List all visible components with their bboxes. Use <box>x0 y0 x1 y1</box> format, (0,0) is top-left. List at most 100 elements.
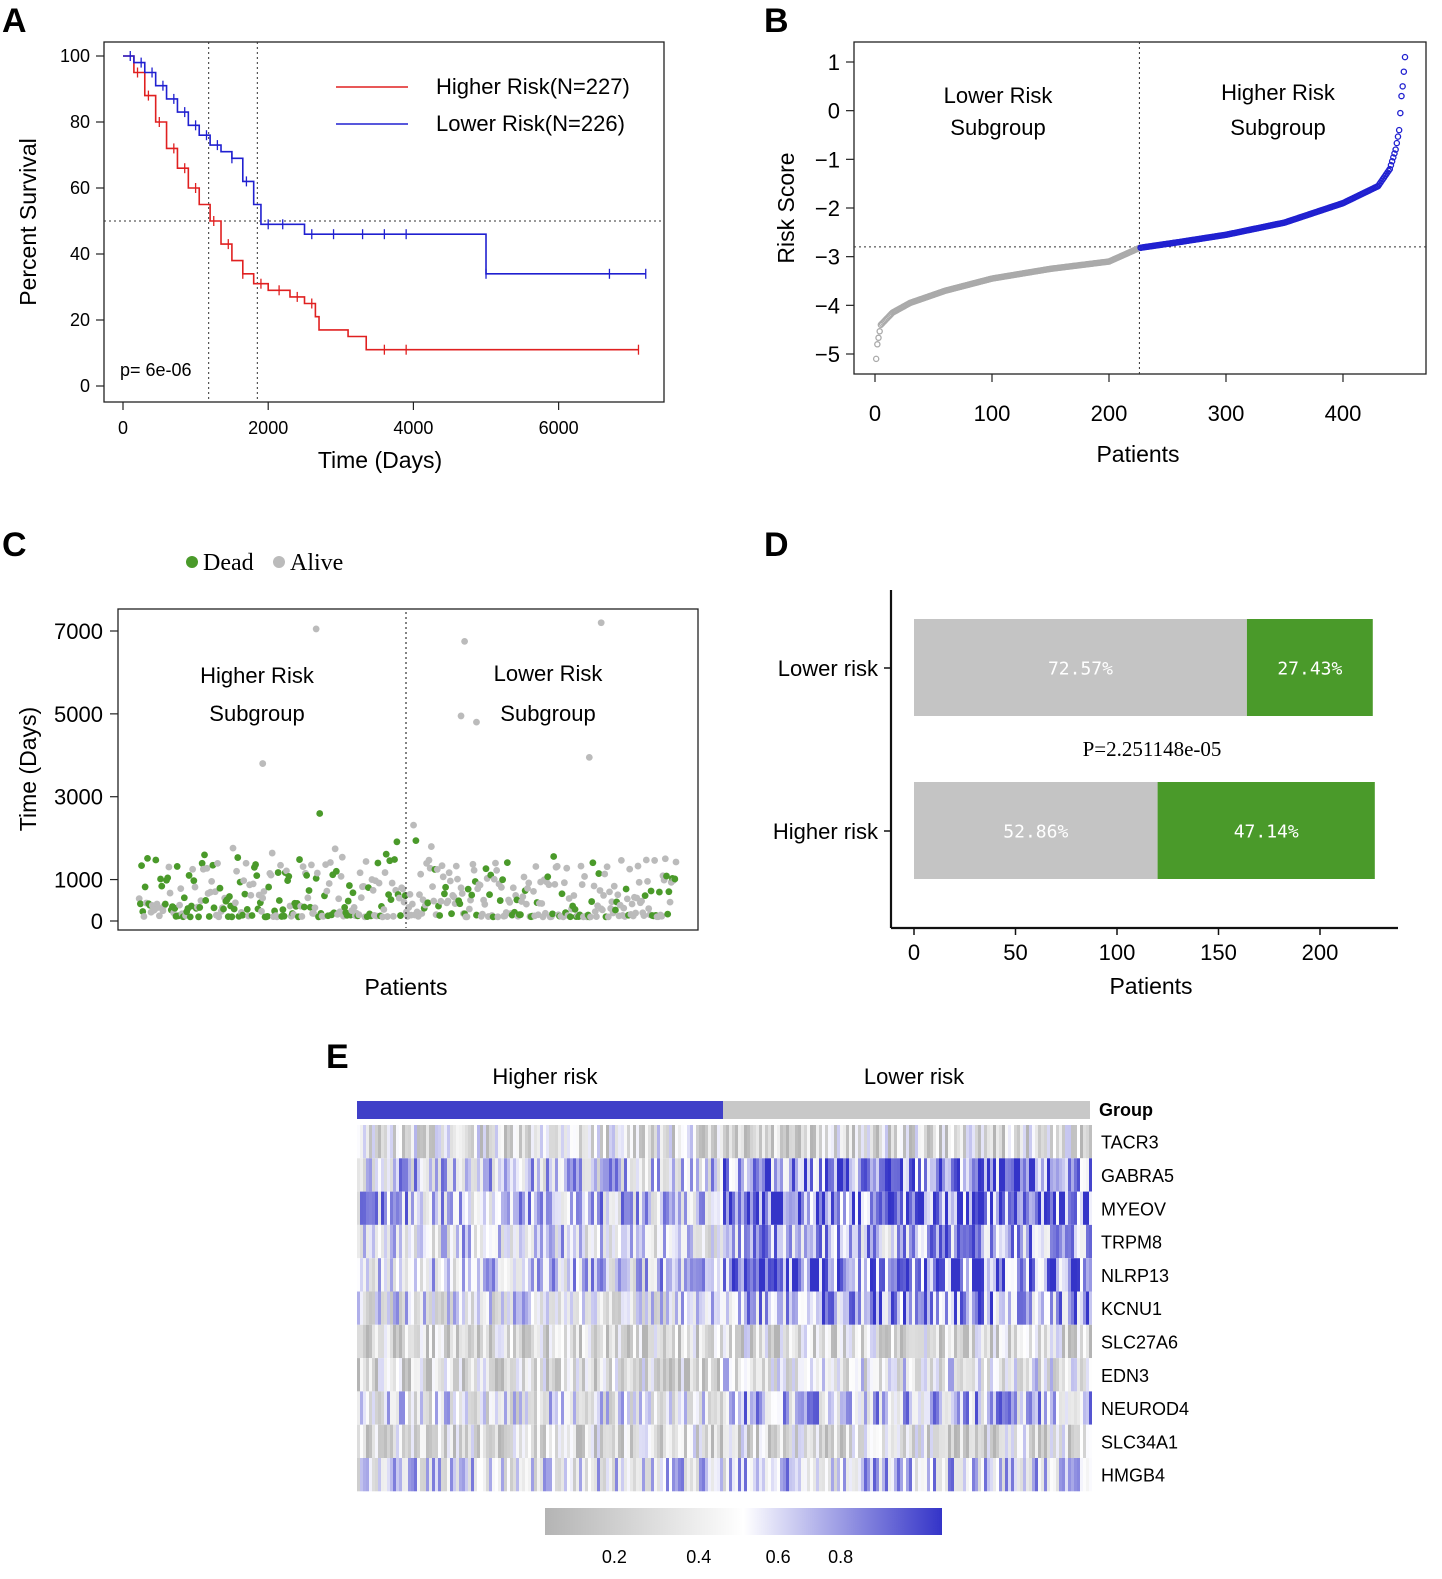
heatmap-cell <box>1035 1158 1038 1192</box>
heatmap-cell <box>1005 1424 1008 1458</box>
heatmap-cell <box>705 1458 708 1492</box>
heatmap-cell <box>813 1424 816 1458</box>
alive-point <box>603 863 611 871</box>
heatmap-cell <box>423 1291 426 1325</box>
heatmap-cell <box>1029 1324 1032 1359</box>
heatmap-cell <box>465 1258 468 1292</box>
p-value-d: P=2.251148e-05 <box>1083 737 1222 761</box>
alive-point <box>457 712 465 720</box>
heatmap-cell <box>519 1324 522 1359</box>
heatmap-cell <box>453 1358 456 1392</box>
heatmap-cell <box>1056 1358 1059 1392</box>
heatmap-cell <box>390 1191 393 1225</box>
heatmap-cell <box>423 1258 426 1292</box>
heatmap-cell <box>690 1324 693 1359</box>
heatmap-cell <box>387 1224 390 1259</box>
heatmap-cell <box>579 1458 582 1492</box>
heatmap-cell <box>468 1191 471 1225</box>
heatmap-cell <box>534 1158 537 1192</box>
heatmap-cell <box>1050 1191 1053 1225</box>
heatmap-cell <box>360 1358 363 1392</box>
heatmap-cell <box>873 1191 876 1225</box>
heatmap-cell <box>951 1324 954 1359</box>
dead-point <box>305 887 313 894</box>
heatmap-cell <box>669 1125 672 1159</box>
heatmap-cell <box>588 1158 591 1192</box>
heatmap-cell <box>789 1224 792 1259</box>
heatmap-cell <box>423 1424 426 1458</box>
heatmap-cell <box>705 1125 708 1159</box>
heatmap-cell <box>651 1125 654 1159</box>
heatmap-cell <box>960 1358 963 1392</box>
alive-point <box>335 895 343 903</box>
heatmap-cell <box>822 1358 825 1392</box>
heatmap-cell <box>468 1324 471 1359</box>
heatmap-cell <box>648 1291 651 1325</box>
alive-point <box>313 869 321 877</box>
heatmap-cell <box>582 1291 585 1325</box>
heatmap-cell <box>1005 1224 1008 1259</box>
heatmap-cell <box>924 1324 927 1359</box>
heatmap-cell <box>531 1458 534 1492</box>
heatmap-cell <box>1017 1291 1020 1325</box>
heatmap-cell <box>525 1224 528 1259</box>
heatmap-cell <box>687 1291 690 1325</box>
heatmap-cell <box>876 1291 879 1325</box>
heatmap-cell <box>687 1224 690 1259</box>
heatmap-cell <box>867 1391 870 1425</box>
heatmap-cell <box>426 1458 429 1492</box>
alive-point <box>626 865 634 873</box>
dead-point <box>374 859 382 867</box>
heatmap-cell <box>774 1458 777 1492</box>
heatmap-cell <box>738 1324 741 1359</box>
heatmap-cell <box>558 1358 561 1392</box>
alive-point <box>380 906 388 913</box>
heatmap-cell <box>582 1458 585 1492</box>
alive-point <box>337 872 345 880</box>
heatmap-cell <box>1071 1258 1074 1292</box>
heatmap-cell <box>549 1291 552 1325</box>
heatmap-cell <box>534 1258 537 1292</box>
dead-point <box>138 862 145 870</box>
heatmap-cell <box>765 1424 768 1458</box>
heatmap-cell <box>594 1125 597 1159</box>
heatmap-cell <box>378 1358 381 1392</box>
heatmap-cell <box>588 1391 591 1425</box>
heatmap-cell <box>471 1324 474 1359</box>
heatmap-cell <box>747 1324 750 1359</box>
heatmap-cell <box>372 1158 375 1192</box>
heatmap-cell <box>561 1391 564 1425</box>
dead-point <box>280 912 288 920</box>
heatmap-cell <box>669 1191 672 1225</box>
heatmap-cell <box>1050 1158 1053 1192</box>
heatmap-cell <box>549 1424 552 1458</box>
legend-dot-dead <box>186 556 198 568</box>
alive-point <box>165 863 173 871</box>
heatmap-cell <box>453 1324 456 1359</box>
heatmap-cell <box>441 1291 444 1325</box>
heatmap-cell <box>378 1458 381 1492</box>
heatmap-cell <box>1044 1324 1047 1359</box>
heatmap-cell <box>915 1391 918 1425</box>
heatmap-cell <box>672 1224 675 1259</box>
heatmap-cell <box>927 1191 930 1225</box>
heatmap-cell <box>696 1458 699 1492</box>
heatmap-cell <box>909 1125 912 1159</box>
heatmap-cell <box>819 1391 822 1425</box>
heatmap-cell <box>801 1391 804 1425</box>
heatmap-cell <box>984 1358 987 1392</box>
heatmap-cell <box>867 1258 870 1292</box>
heatmap-cell <box>1050 1291 1053 1325</box>
heatmap-cell <box>942 1224 945 1259</box>
heatmap-cell <box>858 1158 861 1192</box>
heatmap-cell <box>1008 1224 1011 1259</box>
heatmap-cell <box>822 1158 825 1192</box>
heatmap-cell <box>801 1258 804 1292</box>
heatmap-cell <box>993 1125 996 1159</box>
heatmap-cell <box>507 1358 510 1392</box>
heatmap-cell <box>645 1125 648 1159</box>
heatmap-cell <box>912 1291 915 1325</box>
heatmap-cell <box>1026 1324 1029 1359</box>
heatmap-cell <box>909 1258 912 1292</box>
heatmap-cell <box>435 1391 438 1425</box>
